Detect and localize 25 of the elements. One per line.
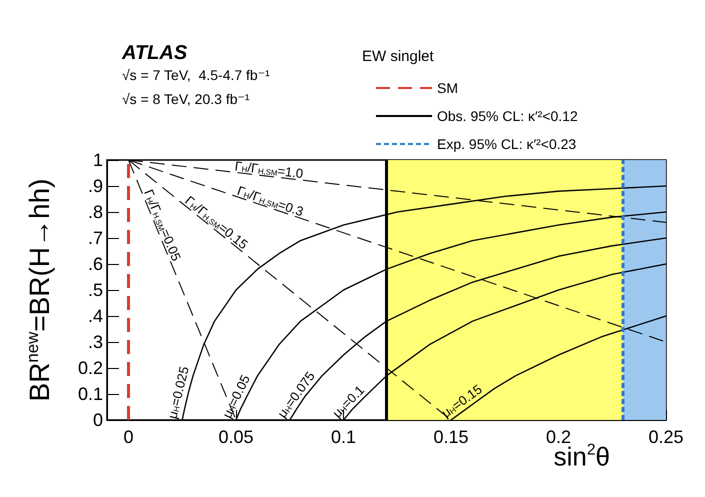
y-tick-label: 1	[92, 150, 103, 170]
y-tick-label: 0.2	[78, 358, 103, 378]
legend-label: Obs. 95% CL: κ′²<0.12	[437, 108, 578, 124]
x-tick-label: 0.2	[546, 427, 572, 447]
x-tick-label: 0.25	[648, 427, 684, 447]
y-axis-title: BRnew=BR(H→hh)	[23, 178, 55, 402]
y-tick-label: 0	[92, 410, 103, 430]
text: √s = 7 TeV, 4.5-4.7 fb⁻¹	[122, 67, 270, 83]
legend-label: Exp. 95% CL: κ′²<0.23	[437, 136, 576, 152]
text: ATLAS	[121, 42, 188, 64]
text: √s = 8 TeV, 20.3 fb⁻¹	[122, 91, 250, 107]
y-tick-label: .6	[88, 254, 103, 274]
x-tick-label: 0.15	[433, 427, 469, 447]
legend-title: EW singlet	[362, 48, 435, 65]
y-tick-label: .9	[88, 176, 103, 196]
y-tick-label: .4	[88, 306, 103, 326]
y-tick-label: .7	[88, 228, 103, 248]
y-tick-label: .3	[88, 332, 103, 352]
y-tick-label: .8	[88, 202, 103, 222]
y-tick-label: 0.1	[78, 384, 103, 404]
x-tick-label: 0	[123, 427, 134, 447]
x-tick-label: 0.1	[330, 427, 356, 447]
legend-label: SM	[437, 80, 458, 96]
y-tick-label: .5	[88, 280, 103, 300]
x-tick-label: 0.05	[218, 427, 254, 447]
